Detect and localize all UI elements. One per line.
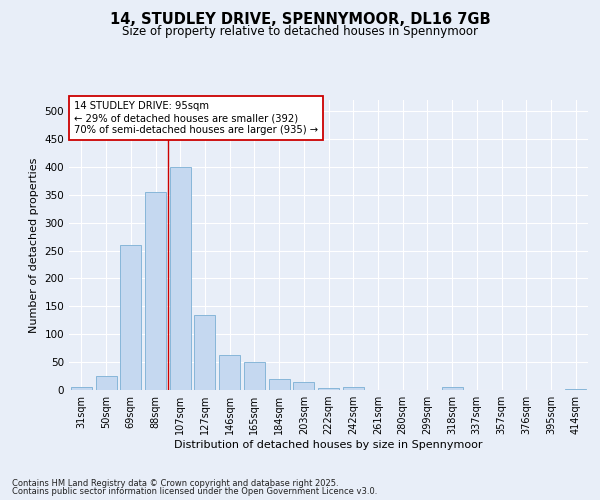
Bar	[194, 314, 215, 390]
Bar	[170, 167, 191, 390]
Bar	[343, 387, 364, 390]
Bar	[442, 387, 463, 390]
X-axis label: Distribution of detached houses by size in Spennymoor: Distribution of detached houses by size …	[174, 440, 483, 450]
Text: Size of property relative to detached houses in Spennymoor: Size of property relative to detached ho…	[122, 25, 478, 38]
Text: 14, STUDLEY DRIVE, SPENNYMOOR, DL16 7GB: 14, STUDLEY DRIVE, SPENNYMOOR, DL16 7GB	[110, 12, 490, 28]
Bar	[269, 379, 290, 390]
Bar	[244, 362, 265, 390]
Bar	[293, 382, 314, 390]
Bar	[95, 376, 116, 390]
Bar	[71, 387, 92, 390]
Text: Contains HM Land Registry data © Crown copyright and database right 2025.: Contains HM Land Registry data © Crown c…	[12, 478, 338, 488]
Bar	[120, 245, 141, 390]
Bar	[145, 192, 166, 390]
Bar	[219, 356, 240, 390]
Bar	[565, 389, 586, 390]
Text: 14 STUDLEY DRIVE: 95sqm
← 29% of detached houses are smaller (392)
70% of semi-d: 14 STUDLEY DRIVE: 95sqm ← 29% of detache…	[74, 102, 319, 134]
Bar	[318, 388, 339, 390]
Y-axis label: Number of detached properties: Number of detached properties	[29, 158, 39, 332]
Text: Contains public sector information licensed under the Open Government Licence v3: Contains public sector information licen…	[12, 487, 377, 496]
